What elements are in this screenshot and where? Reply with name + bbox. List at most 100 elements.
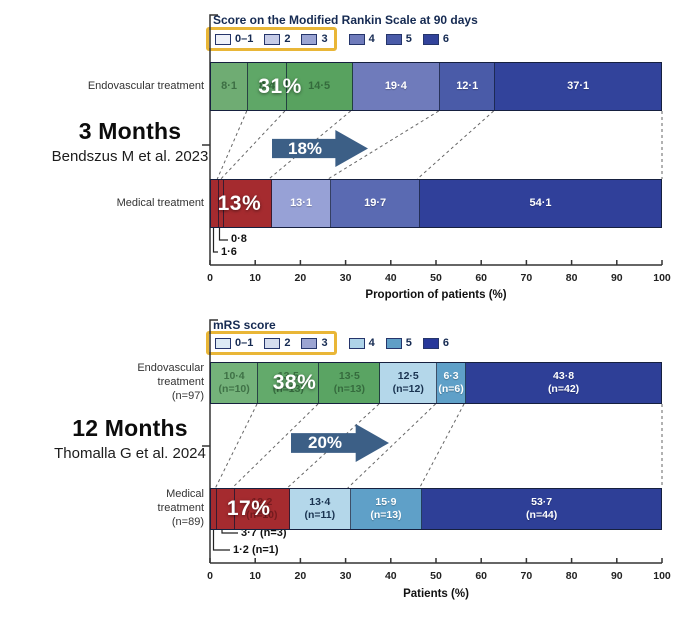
- legend-label: 5: [405, 337, 412, 349]
- bar-segment: 13·5 (n=13): [258, 363, 320, 403]
- legend-swatch: [301, 337, 318, 349]
- x-tick-label: 50: [430, 570, 442, 582]
- legend-label: 3: [321, 33, 328, 45]
- highlight-percent: 17%: [226, 497, 271, 520]
- legend-label: 6: [442, 337, 449, 349]
- bar-segment: [211, 489, 218, 529]
- bar-segment: 13·4 (n=11): [290, 489, 351, 529]
- improvement-arrow: 20%: [291, 424, 389, 462]
- callout-label: 1·6: [221, 246, 237, 258]
- segment-value: 43·8 (n=42): [547, 370, 580, 395]
- period-label: 3 Months: [78, 118, 182, 144]
- legend-item: 3: [301, 33, 328, 45]
- x-axis-title: Proportion of patients (%): [365, 289, 507, 301]
- legend-label: 6: [442, 33, 449, 45]
- legend-swatch: [264, 33, 281, 45]
- x-tick-label: 30: [339, 272, 352, 284]
- x-tick-label: 70: [520, 272, 533, 284]
- legend-label: 3: [321, 337, 328, 349]
- legend-item: 6: [422, 33, 449, 45]
- callout-label: 1·2 (n=1): [233, 544, 279, 556]
- segment-value: 14·5: [308, 79, 331, 92]
- legend-item: 4: [348, 33, 375, 45]
- legend-swatch: [301, 33, 318, 45]
- legend-label: 4: [368, 33, 375, 45]
- legend-swatch: [385, 337, 402, 349]
- legend-row: 0–1 2 3 4 5 6: [206, 27, 449, 51]
- legend-swatch: [348, 337, 365, 349]
- bar-segment: 12·5 (n=12): [380, 363, 438, 403]
- bar-segment: [217, 489, 235, 529]
- segment-value: 10·4 (n=10): [218, 370, 250, 395]
- bar-segment: 53·7 (n=44): [422, 489, 661, 529]
- segment-value: 13·4 (n=11): [304, 496, 336, 521]
- bar-medical: 13·1 19·7 54·1: [210, 179, 662, 228]
- mrs-0-3-highlight-box: 0–1 2 3: [206, 27, 337, 51]
- bar-segment: 37·1: [495, 63, 661, 110]
- segment-value: 54·1: [529, 196, 552, 209]
- x-tick-label: 0: [207, 272, 213, 284]
- row-label-endovascular: Endovascular treatment: [87, 79, 204, 92]
- segment-value: 12·5 (n=12): [392, 370, 424, 395]
- x-tick-label: 10: [249, 570, 262, 582]
- period-block: 3 Months Bendszus M et al. 2023: [30, 118, 230, 165]
- arrow-label: 18%: [287, 138, 323, 158]
- legend-item: 5: [385, 33, 412, 45]
- bar-segment: 54·1: [420, 180, 661, 227]
- legend-label: 2: [284, 337, 291, 349]
- arrow-label: 20%: [307, 433, 343, 452]
- x-tick-label: 40: [384, 570, 397, 582]
- legend-swatch: [264, 337, 281, 349]
- legend-label: 4: [368, 337, 375, 349]
- legend-swatch: [422, 33, 439, 45]
- x-tick-label: 40: [384, 272, 397, 284]
- row-label-medical: Medical treatment (n=89): [157, 488, 204, 528]
- x-tick-label: 50: [430, 272, 442, 284]
- bar-segment: 13·5 (n=13): [319, 363, 381, 403]
- legend-item: 0–1: [215, 33, 253, 45]
- bar-segment: [219, 180, 224, 227]
- bar-segment: 8·1: [211, 63, 249, 110]
- bar-medical: 12·2 (n=10) 13·4 (n=11) 15·9 (n=13) 53·7 (n…: [210, 488, 662, 530]
- x-tick-label: 20: [294, 272, 307, 284]
- x-tick-label: 90: [610, 570, 623, 582]
- callout-label: 0·8: [231, 233, 247, 245]
- legend-swatch: [422, 337, 439, 349]
- bar-segment: 13·1: [271, 180, 332, 227]
- segment-value: 8·4: [259, 79, 275, 92]
- legend-item: 4: [348, 337, 375, 349]
- x-tick-label: 90: [610, 272, 623, 284]
- bar-segment: 14·5: [286, 63, 353, 110]
- period-block: 12 Months Thomalla G et al. 2024: [30, 415, 230, 462]
- highlight-percent: 13%: [217, 191, 262, 215]
- bar-segment: 10·4 (n=10): [211, 363, 259, 403]
- legend-label: 0–1: [235, 33, 254, 45]
- bar-segment: 19·4: [352, 63, 441, 110]
- legend-swatch: [348, 33, 365, 45]
- bar-segment: 12·1: [440, 63, 496, 110]
- segment-value: 37·1: [567, 79, 590, 92]
- segment-value: 13·5 (n=13): [272, 370, 304, 395]
- segment-value: 12·2 (n=10): [246, 496, 278, 521]
- bar-segment: [223, 180, 272, 227]
- highlight-percent: 38%: [272, 371, 317, 394]
- bar-segment: 15·9 (n=13): [350, 489, 423, 529]
- bar-endovascular: 8·1 8·4 14·5 19·4 12·1 37·1: [210, 62, 662, 111]
- x-tick-label: 100: [653, 570, 671, 582]
- bar-endovascular: 10·4 (n=10) 13·5 (n=13) 13·5 (n=13) 12·5 (n…: [210, 362, 662, 404]
- bar-segment: [211, 180, 220, 227]
- segment-value: 6·3 (n=6): [438, 370, 464, 395]
- x-tick-label: 0: [207, 570, 213, 582]
- row-label-medical: Medical treatment: [116, 196, 204, 209]
- mrs-0-3-highlight-box: 0–1 2 3: [206, 331, 337, 355]
- x-tick-label: 60: [475, 272, 488, 284]
- bar-segment: 8·4: [248, 63, 287, 110]
- legend-label: 2: [284, 33, 291, 45]
- legend-swatch: [385, 33, 402, 45]
- x-tick-label: 10: [249, 272, 262, 284]
- legend-label: 0–1: [235, 337, 254, 349]
